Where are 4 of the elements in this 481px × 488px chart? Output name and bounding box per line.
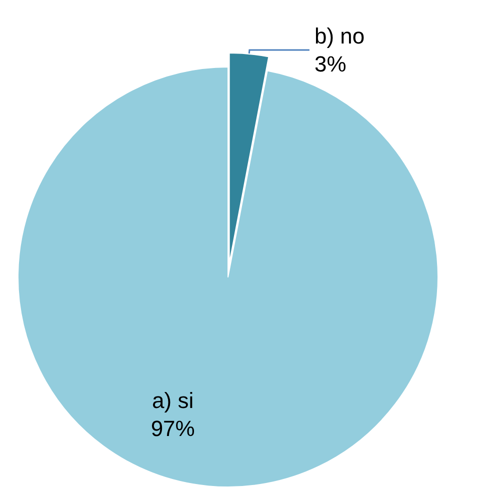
- data-label: 97%: [150, 416, 195, 442]
- data-label: 3%: [314, 52, 346, 77]
- slice-label: a) si: [152, 388, 194, 414]
- slice-label: b) no: [314, 24, 365, 49]
